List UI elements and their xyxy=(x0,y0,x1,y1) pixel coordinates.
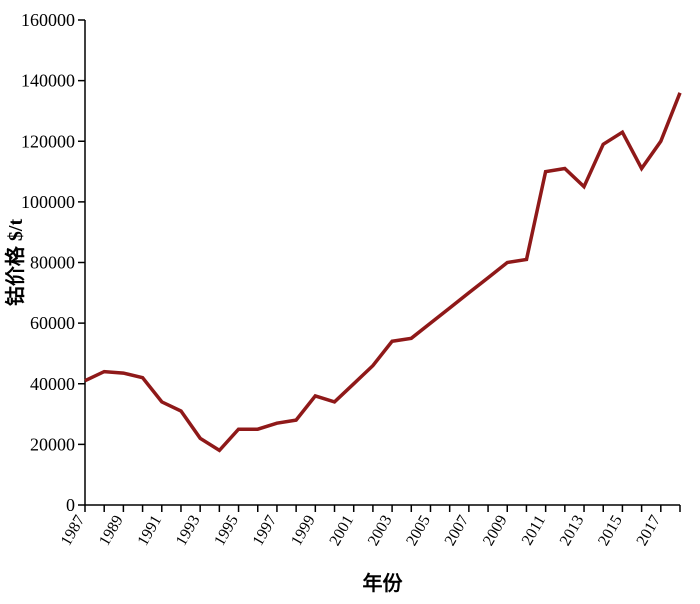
x-tick-label: 2015 xyxy=(595,513,626,549)
x-tick-label: 1989 xyxy=(96,513,127,549)
price-series xyxy=(85,93,680,451)
y-tick-label: 100000 xyxy=(21,192,75,212)
axes xyxy=(85,20,680,505)
x-tick-label: 1999 xyxy=(288,513,319,549)
x-tick-label: 2009 xyxy=(480,513,511,549)
x-tick-label: 2001 xyxy=(326,513,357,549)
x-tick-label: 1991 xyxy=(135,513,166,549)
y-tick-label: 160000 xyxy=(21,10,75,30)
x-tick-label: 2013 xyxy=(557,513,588,549)
chart-svg: 0 20000 40000 60000 80000 100000 120000 140000 1… xyxy=(0,0,700,604)
y-tick-label: 140000 xyxy=(21,71,75,91)
x-tick-label: 1987 xyxy=(58,513,89,549)
x-tick-label: 1997 xyxy=(250,513,281,549)
line-chart: 0 20000 40000 60000 80000 100000 120000 140000 1… xyxy=(0,0,700,604)
x-tick-label: 2011 xyxy=(519,513,549,549)
y-axis-title: 钴价格 $/t xyxy=(3,219,27,307)
y-tick-label: 0 xyxy=(66,495,75,515)
x-axis-title: 年份 xyxy=(363,571,404,595)
y-tick-label: 40000 xyxy=(30,374,75,394)
x-tick-label: 1995 xyxy=(211,513,242,549)
y-tick-label: 80000 xyxy=(30,253,75,273)
y-tick-label: 120000 xyxy=(21,131,75,151)
x-tick-label: 2003 xyxy=(365,513,396,549)
y-tick-label: 20000 xyxy=(30,434,75,454)
x-tick-label: 2007 xyxy=(442,513,473,549)
x-tick-label: 2005 xyxy=(403,513,434,549)
y-tick-label: 60000 xyxy=(30,313,75,333)
x-tick-label: 2017 xyxy=(634,513,665,549)
x-tick-label: 1993 xyxy=(173,513,204,549)
